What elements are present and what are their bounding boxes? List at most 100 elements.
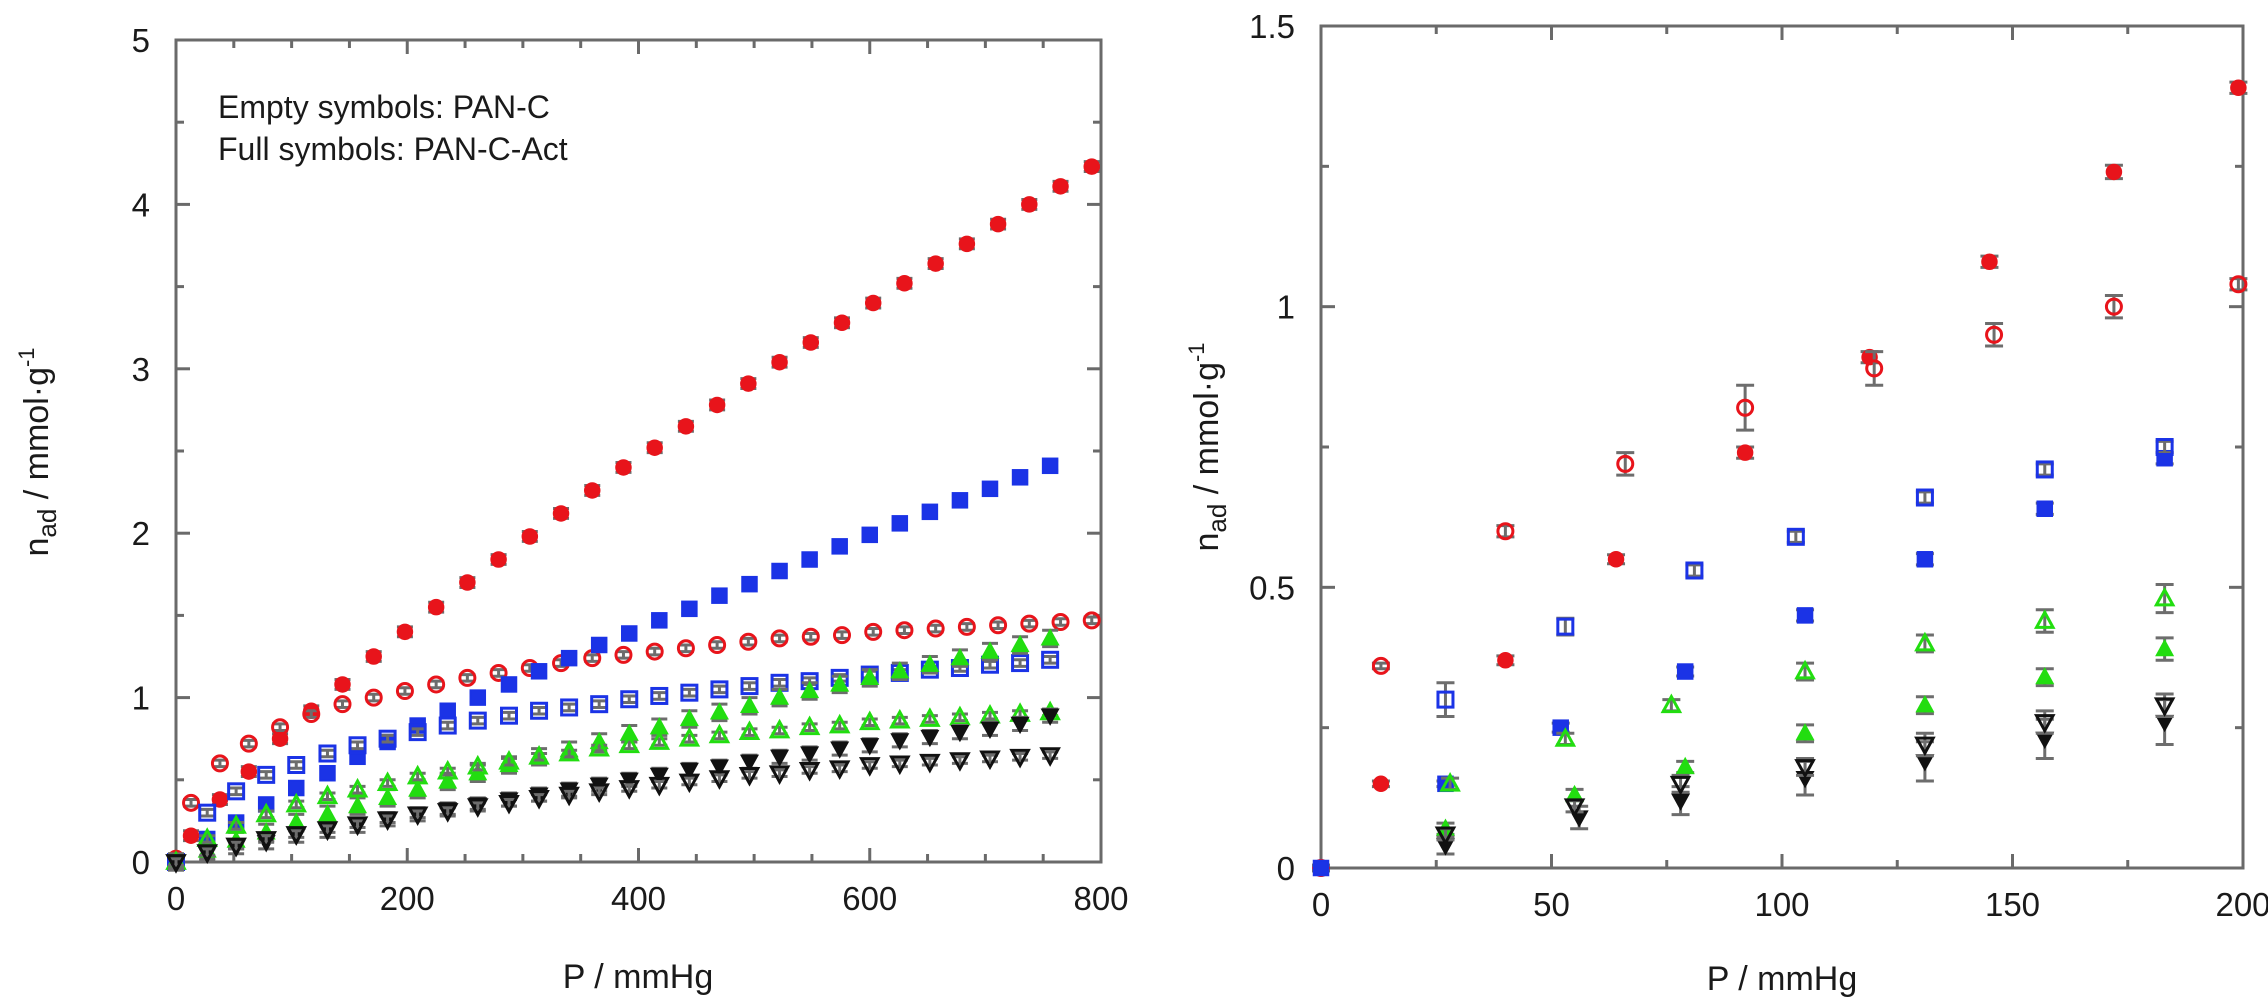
left-point-triangle-up bbox=[558, 741, 580, 762]
left-point-triangle-up bbox=[679, 708, 699, 727]
left-point-square bbox=[891, 515, 909, 532]
left-point-circle bbox=[677, 418, 695, 435]
left-point-circle bbox=[427, 675, 446, 694]
left-y-tick-label: 5 bbox=[132, 22, 150, 59]
left-point-triangle-down bbox=[890, 733, 910, 751]
left-point-circle bbox=[646, 439, 663, 456]
left-point-triangle-down bbox=[679, 762, 699, 781]
right-x-tick-label: 100 bbox=[1754, 886, 1809, 923]
left-point-square bbox=[740, 677, 759, 696]
right-y-tick-label: 0.5 bbox=[1249, 569, 1295, 606]
left-point-square bbox=[1041, 457, 1059, 475]
left-point-triangle-down bbox=[979, 750, 1001, 771]
right-point-circle bbox=[1736, 398, 1755, 417]
left-point-triangle-up bbox=[406, 764, 429, 785]
right-point-triangle-down bbox=[1563, 798, 1586, 818]
right-y-axis-title-sub: ad bbox=[1202, 504, 1232, 533]
left-point-triangle-up bbox=[708, 723, 731, 744]
left-point-triangle-up bbox=[858, 710, 881, 731]
left-error-bar bbox=[711, 684, 728, 695]
left-x-tick-label: 600 bbox=[842, 880, 897, 917]
left-point-triangle-down bbox=[708, 770, 731, 790]
left-point-triangle-down bbox=[1039, 747, 1061, 767]
left-point-triangle-up bbox=[890, 661, 910, 679]
left-point-triangle-down bbox=[558, 786, 580, 807]
left-point-circle bbox=[771, 353, 788, 371]
left-point-triangle-up bbox=[768, 718, 791, 739]
left-point-triangle-down bbox=[316, 821, 339, 841]
left-point-square bbox=[1011, 469, 1029, 486]
left-point-square bbox=[560, 649, 578, 667]
left-point-circle bbox=[926, 619, 945, 638]
left-point-square bbox=[861, 526, 878, 544]
left-x-tick-label: 800 bbox=[1073, 880, 1128, 917]
left-point-square bbox=[500, 676, 518, 693]
left-point-triangle-up bbox=[860, 667, 880, 685]
left-point-circle bbox=[364, 688, 383, 707]
left-point-circle bbox=[895, 621, 914, 640]
left-x-tick-label: 0 bbox=[167, 880, 185, 917]
left-point-circle bbox=[584, 482, 601, 499]
left-point-triangle-down bbox=[1009, 748, 1031, 769]
left-x-tick-label: 400 bbox=[611, 880, 666, 917]
left-y-axis-title-rest: / mmol·g bbox=[18, 367, 56, 509]
right-y-tick-label: 0 bbox=[1277, 850, 1295, 887]
left-error-bar bbox=[591, 699, 608, 709]
left-point-circle bbox=[708, 635, 727, 654]
left-point-square bbox=[590, 636, 608, 654]
left-point-triangle-up bbox=[920, 654, 940, 672]
left-point-square bbox=[257, 765, 276, 784]
right-error-bar bbox=[1736, 383, 1755, 432]
left-point-triangle-down bbox=[980, 721, 1000, 740]
left-point-triangle-up bbox=[346, 777, 369, 798]
left-error-bar bbox=[741, 681, 758, 691]
left-error-bar bbox=[439, 720, 456, 731]
left-point-circle bbox=[989, 215, 1007, 233]
left-point-triangle-up bbox=[376, 771, 399, 791]
left-y-tick-label: 2 bbox=[132, 515, 150, 552]
right-point-triangle-up bbox=[1915, 695, 1935, 713]
left-point-square bbox=[438, 716, 457, 735]
right-point-square bbox=[1685, 561, 1704, 580]
left-point-triangle-up bbox=[709, 702, 729, 720]
left-point-square bbox=[469, 689, 487, 706]
left-point-square bbox=[650, 686, 669, 705]
left-point-circle bbox=[239, 734, 258, 753]
left-series-0 bbox=[167, 158, 1100, 867]
left-point-square bbox=[227, 782, 246, 801]
left-point-square bbox=[287, 756, 306, 775]
left-point-triangle-down bbox=[436, 803, 459, 823]
right-point-triangle-up bbox=[2155, 638, 2175, 657]
left-point-triangle-up bbox=[830, 674, 850, 692]
left-point-triangle-up bbox=[438, 771, 458, 789]
left-point-circle bbox=[676, 639, 695, 658]
left-point-triangle-down bbox=[1010, 716, 1030, 735]
left-point-triangle-up bbox=[619, 723, 639, 741]
right-y-axis-title: nad / mmol·g-1 bbox=[1184, 342, 1232, 551]
left-point-triangle-down bbox=[860, 738, 880, 756]
left-point-circle bbox=[458, 668, 477, 687]
right-chart: 0 50 100 150 200 0 0.5 1 1.5 P / mmHg nad / mmol… bbox=[1184, 8, 2268, 998]
left-error-bar bbox=[621, 694, 638, 705]
left-point-circle bbox=[182, 827, 200, 844]
annotation-full-symbols: Full symbols: PAN-C-Act bbox=[218, 131, 568, 167]
right-point-square bbox=[1786, 527, 1805, 546]
left-error-bar bbox=[561, 702, 578, 713]
right-x-tick-label: 0 bbox=[1312, 886, 1330, 923]
left-point-triangle-down bbox=[376, 811, 399, 831]
right-point-triangle-up bbox=[2153, 586, 2176, 607]
left-point-circle bbox=[1082, 611, 1101, 630]
left-error-bar bbox=[1042, 655, 1059, 665]
left-error-bar bbox=[409, 727, 426, 737]
left-point-circle bbox=[459, 574, 476, 591]
left-point-triangle-up bbox=[378, 787, 398, 806]
left-point-triangle-down bbox=[406, 806, 429, 827]
right-point-triangle-up bbox=[1795, 723, 1815, 741]
right-point-circle bbox=[2230, 79, 2247, 96]
right-point-triangle-up bbox=[2035, 666, 2055, 685]
left-point-triangle-up bbox=[950, 647, 970, 666]
left-point-triangle-up bbox=[498, 749, 520, 770]
right-point-circle bbox=[2104, 297, 2123, 316]
left-point-triangle-up bbox=[225, 814, 247, 834]
left-point-circle bbox=[708, 396, 726, 414]
